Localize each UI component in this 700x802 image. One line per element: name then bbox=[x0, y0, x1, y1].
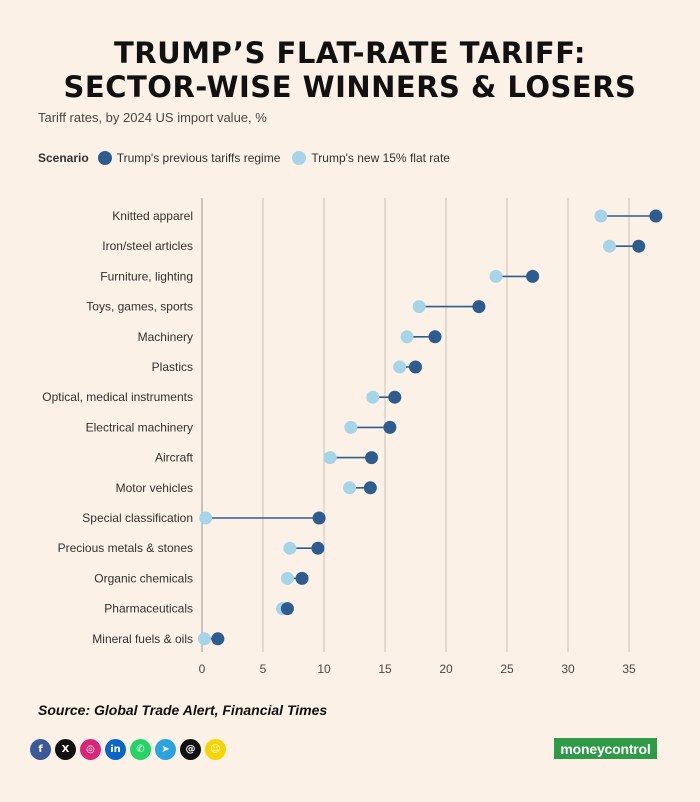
point-previous-regime bbox=[311, 541, 325, 555]
point-new-flat-rate bbox=[323, 451, 337, 465]
x-tick-label: 20 bbox=[439, 662, 453, 676]
legend-item-flat-rate: Trump's new 15% flat rate bbox=[292, 151, 450, 165]
chart-title-line-2: SECTOR-WISE WINNERS & LOSERS bbox=[63, 70, 637, 104]
source-note: Source: Global Trade Alert, Financial Ti… bbox=[38, 702, 328, 718]
threads-icon[interactable]: @ bbox=[180, 739, 201, 760]
legend-swatch-flat-rate bbox=[292, 151, 307, 165]
category-label: Plastics bbox=[152, 360, 193, 374]
instagram-icon[interactable]: ◎ bbox=[80, 739, 101, 760]
point-previous-regime bbox=[312, 511, 326, 525]
telegram-icon[interactable]: ➤ bbox=[155, 739, 176, 760]
point-new-flat-rate bbox=[280, 571, 294, 585]
category-label: Motor vehicles bbox=[116, 481, 193, 495]
facebook-icon[interactable]: f bbox=[30, 739, 51, 760]
category-label: Machinery bbox=[138, 330, 193, 344]
point-new-flat-rate bbox=[344, 420, 358, 434]
linkedin-icon[interactable]: in bbox=[105, 739, 126, 760]
legend: Scenario Trump's previous tariffs regime… bbox=[38, 151, 456, 165]
point-new-flat-rate bbox=[343, 481, 357, 495]
category-label: Toys, games, sports bbox=[86, 300, 193, 314]
point-previous-regime bbox=[649, 209, 663, 223]
category-label: Mineral fuels & oils bbox=[92, 632, 193, 646]
category-label: Knitted apparel bbox=[112, 209, 193, 223]
category-label: Aircraft bbox=[155, 451, 194, 465]
legend-label-flat-rate: Trump's new 15% flat rate bbox=[311, 151, 450, 165]
point-previous-regime bbox=[388, 390, 402, 404]
moneycontrol-logo: moneycontrol bbox=[554, 738, 657, 759]
point-previous-regime bbox=[526, 269, 540, 283]
point-previous-regime bbox=[363, 481, 377, 495]
point-new-flat-rate bbox=[602, 239, 616, 253]
point-new-flat-rate bbox=[489, 269, 503, 283]
point-new-flat-rate bbox=[400, 330, 414, 344]
point-new-flat-rate bbox=[393, 360, 407, 374]
x-tick-label: 10 bbox=[317, 662, 331, 676]
point-new-flat-rate bbox=[199, 511, 213, 525]
point-new-flat-rate bbox=[366, 390, 380, 404]
point-previous-regime bbox=[295, 571, 309, 585]
x-tick-label: 30 bbox=[561, 662, 575, 676]
category-label: Pharmaceuticals bbox=[104, 602, 193, 616]
category-label: Iron/steel articles bbox=[102, 239, 193, 253]
category-label: Furniture, lighting bbox=[100, 269, 193, 283]
category-label: Optical, medical instruments bbox=[42, 390, 193, 404]
whatsapp-icon[interactable]: ✆ bbox=[130, 739, 151, 760]
point-previous-regime bbox=[383, 420, 397, 434]
point-new-flat-rate bbox=[197, 632, 211, 646]
x-tick-label: 25 bbox=[500, 662, 514, 676]
legend-title: Scenario bbox=[38, 151, 89, 165]
point-previous-regime bbox=[409, 360, 422, 374]
dumbbell-chart: 0 5 10 15 20 25 30 35 Knitted apparel Iron/steel … bbox=[42, 198, 663, 676]
legend-label-previous: Trump's previous tariffs regime bbox=[116, 151, 281, 165]
category-label: Organic chemicals bbox=[94, 571, 193, 585]
x-icon[interactable]: X bbox=[55, 739, 76, 760]
category-label: Electrical machinery bbox=[86, 420, 193, 434]
chart-subtitle: Tariff rates, by 2024 US import value, % bbox=[38, 110, 267, 125]
point-new-flat-rate bbox=[594, 209, 608, 223]
point-new-flat-rate bbox=[283, 541, 297, 555]
social-icons: f X ◎ in ✆ ➤ @ ☺ bbox=[30, 739, 226, 760]
point-previous-regime bbox=[632, 239, 646, 253]
point-previous-regime bbox=[428, 330, 442, 344]
chart-title-line-1: TRUMP’S FLAT-RATE TARIFF: bbox=[113, 36, 587, 70]
point-previous-regime bbox=[472, 300, 486, 314]
snapchat-icon[interactable]: ☺ bbox=[205, 739, 226, 760]
x-tick-label: 35 bbox=[622, 662, 636, 676]
legend-item-previous: Trump's previous tariffs regime bbox=[97, 151, 281, 165]
point-new-flat-rate bbox=[412, 300, 426, 314]
category-label: Special classification bbox=[82, 511, 193, 525]
x-tick-label: 5 bbox=[260, 662, 267, 676]
category-label: Precious metals & stones bbox=[58, 541, 193, 555]
legend-swatch-previous bbox=[97, 151, 112, 165]
x-tick-label: 0 bbox=[199, 662, 206, 676]
point-previous-regime bbox=[280, 602, 294, 616]
point-previous-regime bbox=[365, 451, 379, 465]
point-previous-regime bbox=[211, 632, 225, 646]
x-tick-label: 15 bbox=[378, 662, 392, 676]
